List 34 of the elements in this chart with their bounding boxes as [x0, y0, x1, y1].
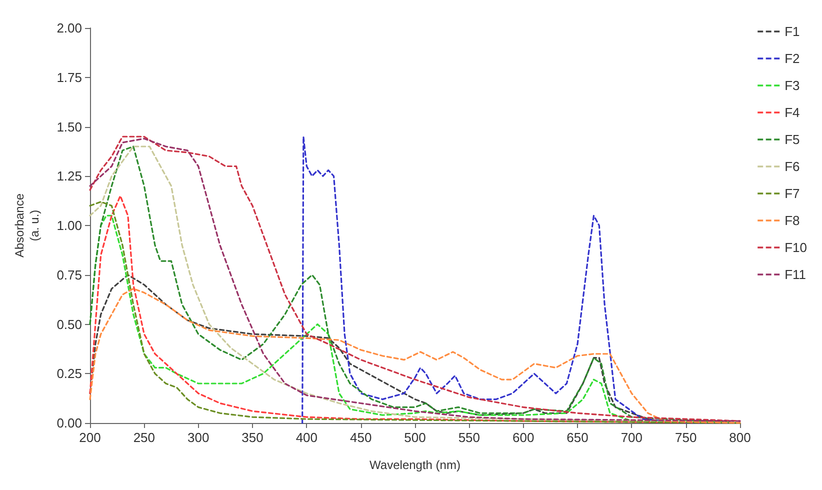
x-tick-label: 350: [242, 430, 264, 445]
y-tick-label: 0.00: [56, 416, 82, 430]
legend-label: F1: [784, 24, 800, 39]
y-tick-label: 0.50: [56, 316, 82, 332]
x-tick-label: 750: [674, 430, 697, 445]
legend-label: F6: [784, 159, 800, 174]
legend-label: F7: [784, 186, 800, 201]
x-tick-label: 650: [566, 430, 588, 445]
x-tick-label: 250: [133, 430, 156, 445]
y-tick-label: 1.75: [56, 70, 82, 85]
x-tick-label: 400: [296, 430, 318, 445]
y-axis-title: Absorbance (a. u.): [12, 193, 42, 258]
legend-label: F11: [784, 267, 806, 282]
legend-label: F10: [784, 240, 808, 255]
legend-label: F4: [784, 105, 800, 120]
x-tick-label: 550: [458, 430, 480, 445]
legend-label: F5: [784, 132, 800, 147]
x-axis-title: Wavelength (nm): [370, 458, 460, 472]
y-tick-label: 1.50: [56, 119, 82, 134]
y-tick-label: 1.25: [56, 168, 82, 184]
legend-label: F2: [784, 51, 800, 66]
y-tick-label: 2.00: [56, 20, 82, 36]
x-tick-label: 200: [79, 430, 101, 445]
y-tick-label: 0.25: [56, 366, 82, 382]
x-tick-label: 800: [729, 430, 751, 445]
legend-label: F3: [784, 78, 800, 93]
x-tick-label: 300: [187, 430, 210, 445]
legend-label: F8: [784, 213, 800, 228]
y-tick-label: 1.00: [56, 218, 82, 233]
x-tick-label: 500: [404, 430, 426, 445]
x-tick-label: 450: [350, 430, 372, 445]
x-tick-label: 600: [512, 430, 534, 445]
y-tick-label: 0.75: [56, 267, 82, 282]
x-tick-label: 700: [620, 430, 643, 445]
